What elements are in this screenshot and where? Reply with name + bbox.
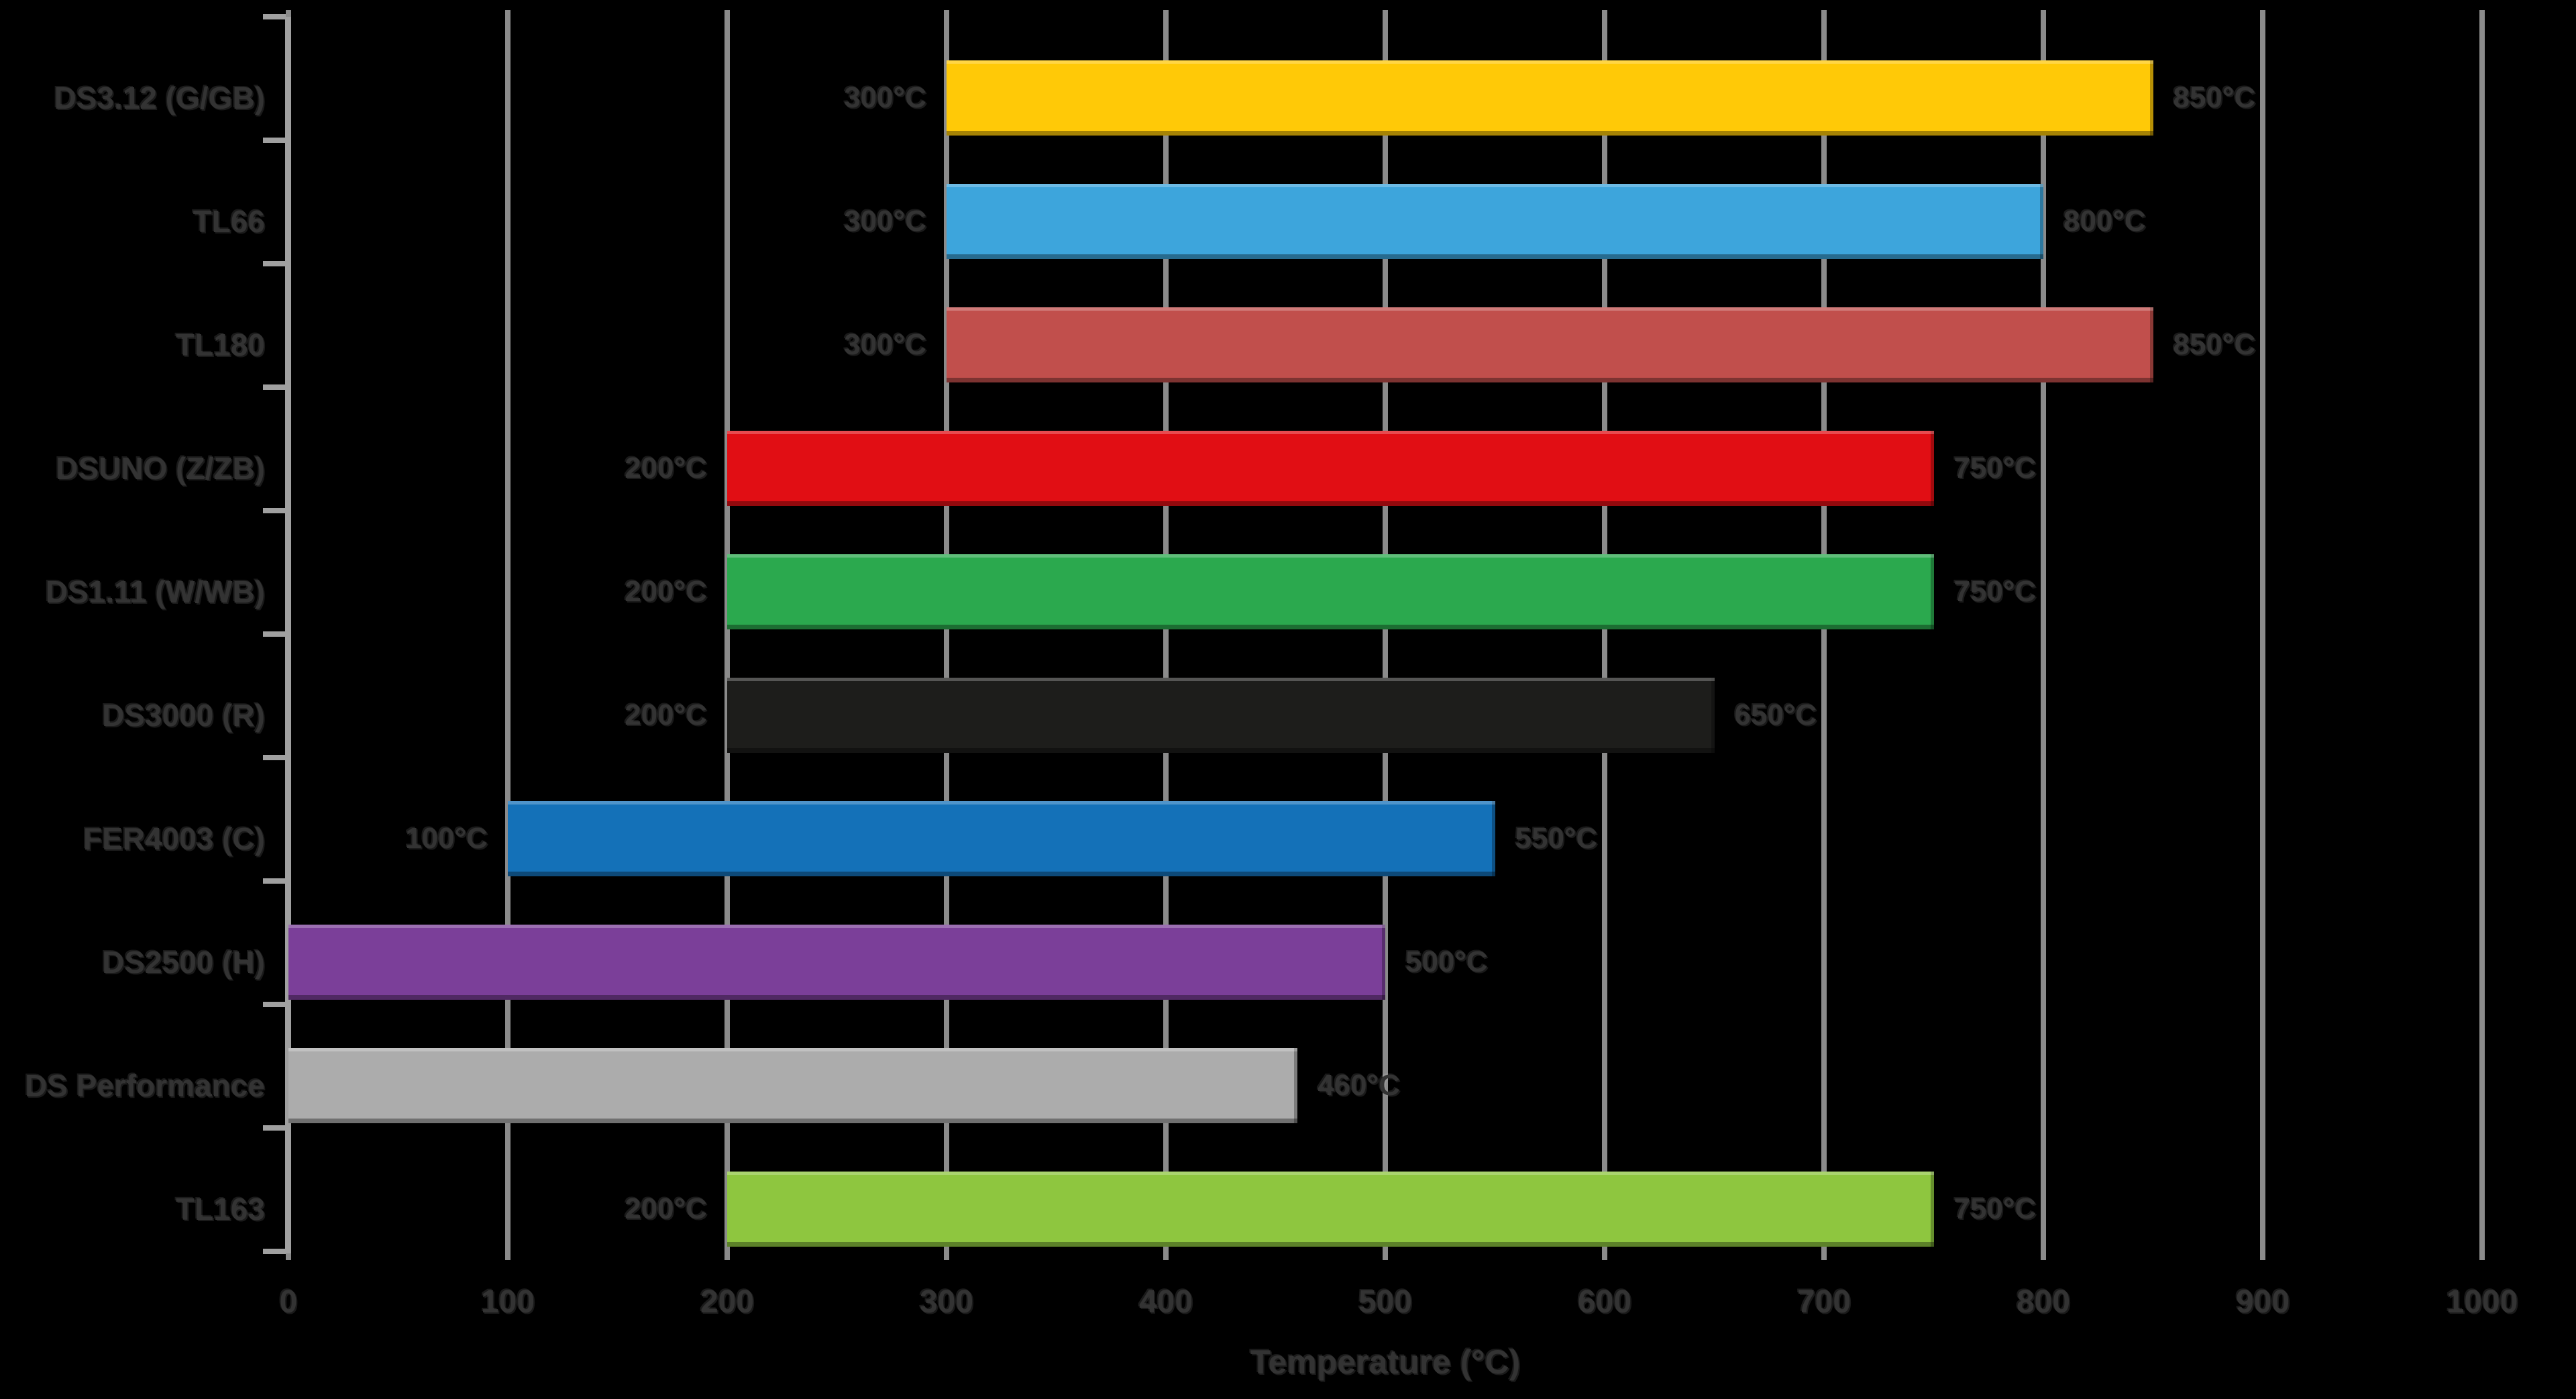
x-axis-tick-100 <box>505 1249 511 1260</box>
category-label-2: TL66 <box>193 204 265 239</box>
range-bar-3 <box>947 307 2153 382</box>
bar-min-label-10: 200°C <box>625 1192 707 1225</box>
x-axis-title: Temperature (°C) <box>1250 1343 1521 1381</box>
x-axis-tick-500 <box>1383 1249 1388 1260</box>
y-axis-tick <box>263 878 286 884</box>
gridline-600 <box>1602 10 1607 1249</box>
gridline-900 <box>2260 10 2265 1249</box>
y-axis-tick <box>263 261 286 266</box>
gridline-500 <box>1383 10 1388 1249</box>
bar-max-label-9: 460°C <box>1318 1069 1400 1102</box>
x-tick-label-600: 600 <box>1577 1284 1632 1320</box>
bar-min-label-3: 300°C <box>844 328 926 361</box>
category-label-5: DS1.11 (W/WB) <box>45 574 265 609</box>
bar-max-label-7: 550°C <box>1515 822 1598 855</box>
range-bar-8 <box>288 925 1385 1000</box>
range-bar-9 <box>288 1048 1298 1123</box>
x-axis-tick-600 <box>1602 1249 1607 1260</box>
bar-min-label-2: 300°C <box>844 205 926 238</box>
y-axis-tick <box>263 1249 286 1254</box>
x-axis-tick-0 <box>286 1249 291 1260</box>
bar-max-label-10: 750°C <box>1953 1192 2037 1225</box>
x-tick-label-0: 0 <box>279 1284 298 1320</box>
x-tick-label-400: 400 <box>1138 1284 1193 1320</box>
x-tick-label-700: 700 <box>1796 1284 1851 1320</box>
bar-min-label-6: 200°C <box>625 698 707 731</box>
bar-min-label-5: 200°C <box>625 575 707 608</box>
y-axis-tick <box>263 1002 286 1007</box>
category-label-10: TL163 <box>176 1192 265 1227</box>
range-bar-6 <box>727 678 1715 753</box>
category-label-6: DS3000 (R) <box>102 698 265 733</box>
category-label-8: DS2500 (H) <box>102 945 265 980</box>
x-tick-label-100: 100 <box>480 1284 535 1320</box>
range-bar-2 <box>947 184 2043 259</box>
category-label-3: TL180 <box>176 327 265 362</box>
bar-max-label-6: 650°C <box>1734 698 1817 731</box>
x-axis-tick-900 <box>2260 1249 2265 1260</box>
bar-max-label-3: 850°C <box>2173 328 2256 361</box>
gridline-700 <box>1821 10 1827 1249</box>
y-axis-tick <box>263 384 286 390</box>
x-axis-tick-200 <box>724 1249 730 1260</box>
x-tick-label-900: 900 <box>2235 1284 2290 1320</box>
x-axis-tick-300 <box>944 1249 949 1260</box>
y-axis-tick <box>263 631 286 637</box>
bar-max-label-4: 750°C <box>1953 452 2037 484</box>
gridline-100 <box>505 10 511 1249</box>
x-tick-label-800: 800 <box>2016 1284 2071 1320</box>
range-bar-7 <box>508 801 1495 876</box>
y-axis-tick <box>263 138 286 143</box>
bar-min-label-7: 100°C <box>405 822 488 855</box>
gridline-800 <box>2041 10 2046 1249</box>
x-tick-label-500: 500 <box>1358 1284 1413 1320</box>
x-tick-label-300: 300 <box>919 1284 974 1320</box>
x-tick-label-200: 200 <box>700 1284 755 1320</box>
category-label-1: DS3.12 (G/GB) <box>54 81 265 115</box>
bar-max-label-2: 800°C <box>2063 205 2146 238</box>
category-label-4: DSUNO (Z/ZB) <box>56 451 265 486</box>
y-axis-tick <box>263 755 286 760</box>
y-axis-line <box>285 17 291 1253</box>
gridline-300 <box>944 10 949 1249</box>
x-axis-tick-700 <box>1821 1249 1827 1260</box>
gridline-200 <box>724 10 730 1249</box>
bar-max-label-1: 850°C <box>2173 81 2256 114</box>
range-bar-5 <box>727 554 1934 629</box>
y-axis-tick <box>263 1125 286 1131</box>
gridline-400 <box>1163 10 1169 1249</box>
range-bar-4 <box>727 431 1934 506</box>
category-label-7: FER4003 (C) <box>83 821 265 856</box>
gridline-1000 <box>2479 10 2485 1249</box>
x-tick-label-1000: 1000 <box>2446 1284 2518 1320</box>
bar-max-label-8: 500°C <box>1405 945 1488 978</box>
y-axis-tick <box>263 14 286 19</box>
category-label-9: DS Performance <box>25 1068 265 1103</box>
range-bar-1 <box>947 60 2153 136</box>
bar-max-label-5: 750°C <box>1953 575 2037 608</box>
x-axis-tick-1000 <box>2479 1249 2485 1260</box>
y-axis-tick <box>263 508 286 513</box>
x-axis-tick-400 <box>1163 1249 1169 1260</box>
bar-min-label-1: 300°C <box>844 81 926 114</box>
bar-min-label-4: 200°C <box>625 452 707 484</box>
range-bar-10 <box>727 1172 1934 1247</box>
x-axis-tick-800 <box>2041 1249 2046 1260</box>
